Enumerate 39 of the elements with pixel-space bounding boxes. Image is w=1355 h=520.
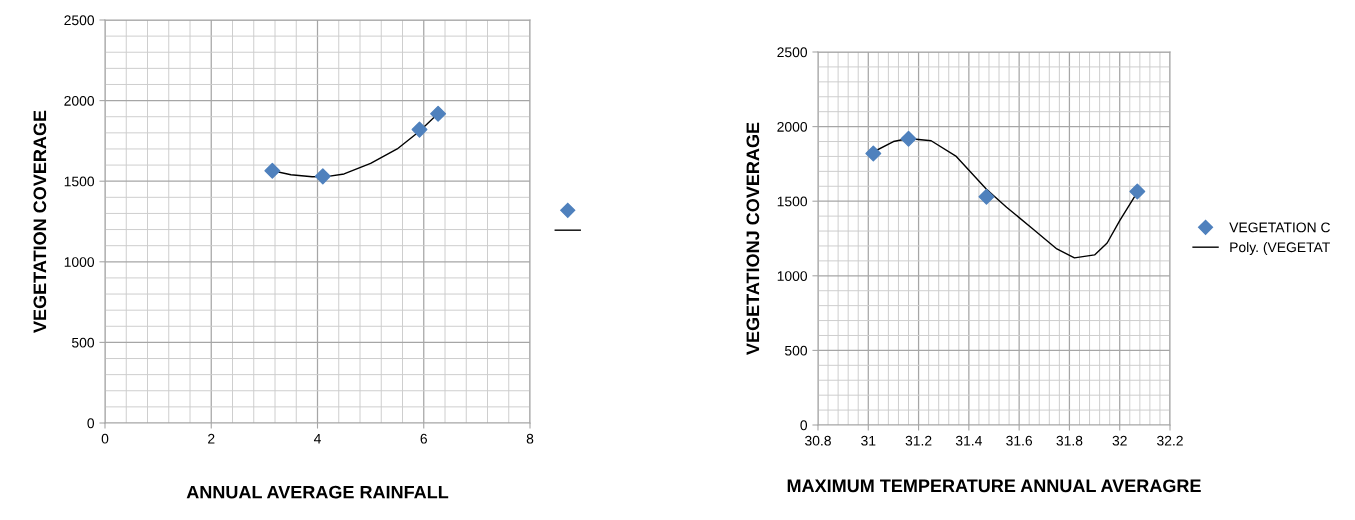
- y-tick-label: 2000: [777, 121, 808, 132]
- x-tick-label: 4: [313, 433, 321, 444]
- x-tick-label: 6: [420, 433, 427, 444]
- x-tick-label: 31: [861, 435, 876, 446]
- x-axis-title: MAXIMUM TEMPERATURE ANNUAL AVERAGRE: [787, 479, 1201, 493]
- legend-label: VEGETATION C: [1229, 222, 1330, 233]
- point: [900, 130, 917, 147]
- x-axis-title: ANNUAL AVERAGE RAINFALL: [186, 485, 449, 499]
- y-axis-title: VEGETATION COVERAGE: [33, 110, 47, 333]
- y-tick-label: 2500: [777, 47, 808, 58]
- x-tick-label: 32.2: [1157, 435, 1183, 446]
- y-tick-label: 2000: [64, 95, 95, 106]
- y-axis-title: VEGETATIONJ COVERAGE: [746, 122, 760, 355]
- point: [978, 188, 995, 205]
- y-tick-label: 500: [71, 337, 95, 348]
- legend-label: Poly. (VEGETAT: [1230, 241, 1330, 255]
- y-tick-label: 2500: [64, 15, 95, 26]
- y-tick-label: 1000: [64, 257, 95, 267]
- y-tick-label: 1500: [64, 176, 95, 187]
- x-tick-label: 31.4: [955, 435, 982, 446]
- x-tick-label: 8: [526, 433, 534, 444]
- x-tick-label: 0: [101, 433, 109, 444]
- x-tick-label: 32: [1112, 435, 1127, 446]
- point: [264, 162, 281, 179]
- x-tick-label: 31.8: [1056, 435, 1083, 446]
- x-tick-label: 30.8: [805, 435, 831, 446]
- y-tick-label: 1500: [777, 196, 808, 207]
- point: [1129, 183, 1146, 200]
- point: [411, 121, 428, 138]
- point: [430, 105, 447, 122]
- point: [865, 145, 882, 162]
- y-tick-label: 500: [784, 345, 808, 356]
- y-tick-label: 1000: [777, 271, 808, 281]
- y-tick-label: 0: [87, 418, 95, 429]
- x-tick-label: 31.6: [1006, 435, 1033, 446]
- point: [314, 168, 331, 185]
- x-tick-label: 2: [208, 433, 215, 444]
- y-tick-label: 0: [800, 420, 808, 431]
- x-tick-label: 31.2: [905, 435, 932, 446]
